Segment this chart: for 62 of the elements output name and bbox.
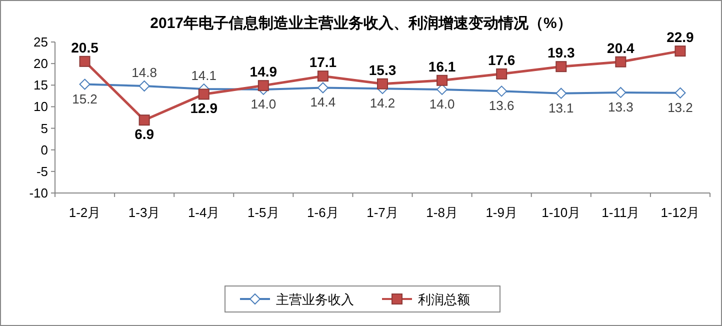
data-label: 14.4 bbox=[310, 94, 336, 110]
y-tick-label: 10 bbox=[34, 99, 48, 114]
data-label: 6.9 bbox=[134, 126, 154, 142]
data-label: 20.5 bbox=[71, 39, 99, 56]
point bbox=[317, 82, 328, 94]
point bbox=[138, 80, 150, 92]
data-label: 13.2 bbox=[668, 100, 693, 115]
y-tick-label: 15 bbox=[34, 78, 48, 93]
chart-title: 2017年电子信息制造业主营业务收入、利润增速变动情况（%） bbox=[150, 14, 572, 32]
point bbox=[496, 86, 508, 97]
y-tick-label: 0 bbox=[40, 142, 48, 158]
data-label: 13.6 bbox=[488, 98, 514, 114]
point bbox=[615, 56, 626, 68]
point bbox=[496, 68, 508, 80]
data-label: 22.9 bbox=[666, 29, 694, 46]
x-tick-label: 1-9月 bbox=[486, 205, 518, 220]
point bbox=[436, 74, 448, 86]
x-tick-label: 1-5月 bbox=[248, 205, 280, 220]
point bbox=[317, 70, 328, 82]
point bbox=[258, 80, 269, 92]
data-label: 14.0 bbox=[250, 96, 276, 112]
x-tick-label: 1-2月 bbox=[68, 205, 101, 220]
data-label: 12.9 bbox=[190, 100, 218, 116]
point bbox=[138, 114, 150, 126]
data-label: 14.8 bbox=[132, 65, 157, 80]
y-tick-label: 5 bbox=[40, 120, 48, 136]
point bbox=[674, 87, 686, 98]
y-tick-label: 20 bbox=[34, 56, 48, 72]
y-tick-label: -10 bbox=[29, 186, 48, 200]
x-tick-label: 1-6月 bbox=[307, 205, 339, 220]
y-tick-label: 25 bbox=[34, 34, 48, 50]
data-label: 14.9 bbox=[250, 64, 278, 80]
data-label: 14.0 bbox=[429, 96, 455, 112]
x-tick-label: 1-7月 bbox=[366, 205, 398, 220]
x-tick-label: 1-12月 bbox=[660, 205, 700, 220]
point bbox=[615, 86, 626, 98]
data-label: 19.3 bbox=[548, 44, 575, 61]
y-tick-label: -5 bbox=[36, 164, 48, 179]
x-tick-label: 1-11月 bbox=[602, 205, 640, 220]
point bbox=[556, 61, 567, 72]
data-label: 13.3 bbox=[608, 99, 634, 114]
data-label: 14.1 bbox=[191, 68, 217, 84]
point bbox=[79, 56, 90, 67]
x-tick-label: 1-4月 bbox=[188, 205, 220, 220]
data-label: 17.1 bbox=[309, 54, 337, 70]
data-label: 16.1 bbox=[428, 58, 456, 74]
point bbox=[556, 88, 567, 99]
data-label: 13.1 bbox=[548, 100, 574, 116]
x-tick-label: 1-3月 bbox=[128, 205, 160, 220]
point bbox=[674, 46, 686, 57]
point bbox=[79, 78, 90, 90]
legend-label: 利润总额 bbox=[418, 292, 470, 307]
x-tick-label: 1-10月 bbox=[542, 205, 581, 220]
legend-label: 主营业务收入 bbox=[276, 292, 354, 307]
data-label: 15.2 bbox=[72, 91, 98, 106]
point bbox=[377, 78, 388, 90]
data-label: 20.4 bbox=[607, 40, 635, 56]
data-label: 15.3 bbox=[368, 62, 396, 78]
data-label: 17.6 bbox=[488, 52, 516, 68]
x-tick-label: 1-8月 bbox=[426, 205, 458, 220]
point bbox=[198, 88, 210, 100]
data-label: 14.2 bbox=[370, 96, 396, 111]
